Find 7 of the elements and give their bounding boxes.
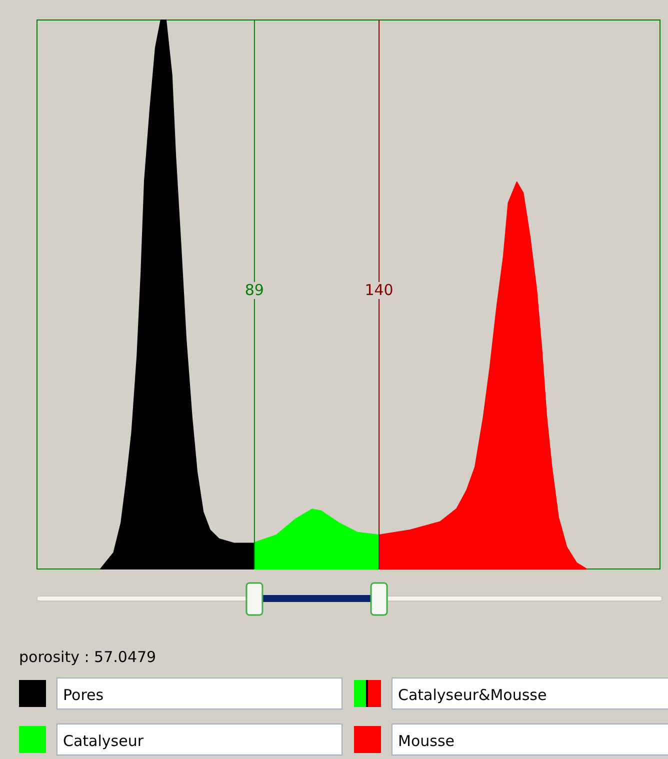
x-tick-label: 89 [244,281,264,299]
legend-label: Catalyseur [63,732,144,750]
text: porosity : 57.0479 [19,648,156,666]
legend-label: Mousse [398,732,454,750]
x-tick-label: 140 [364,281,394,299]
legend-label: Pores [63,686,104,704]
text: Catalyseur&Mousse [398,686,547,704]
